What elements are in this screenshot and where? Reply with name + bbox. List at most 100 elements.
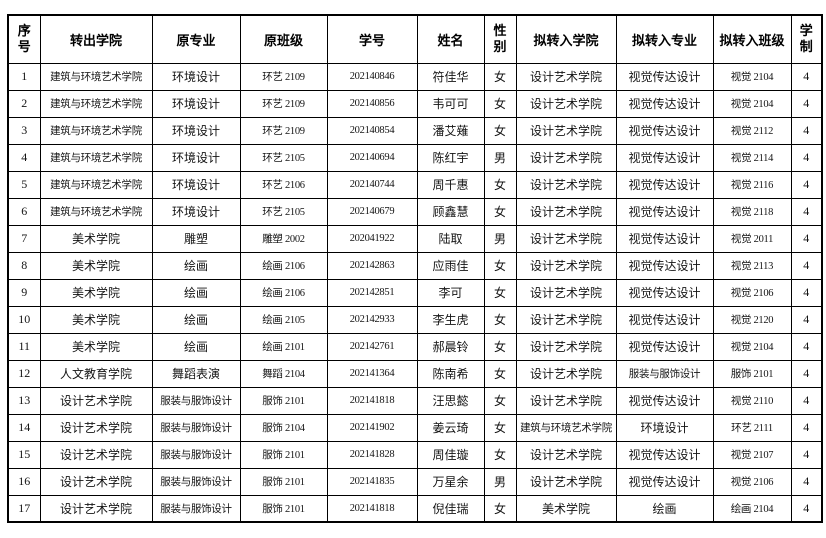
cell-target-college: 建筑与环境艺术学院 xyxy=(515,413,617,442)
cell-target-major: 视觉传达设计 xyxy=(615,224,714,253)
column-header-duration: 学制 xyxy=(790,14,823,64)
cell-original-major: 服装与服饰设计 xyxy=(151,494,241,523)
cell-student-id: 202141828 xyxy=(326,440,418,469)
cell-index: 7 xyxy=(7,224,41,253)
cell-name: 万星余 xyxy=(416,467,485,496)
cell-name: 郝晨铃 xyxy=(416,332,485,361)
cell-original-class: 环艺 2105 xyxy=(239,197,328,226)
cell-student-id: 202142933 xyxy=(326,305,418,334)
cell-gender: 男 xyxy=(483,467,517,496)
cell-original-class: 服饰 2101 xyxy=(239,467,328,496)
column-header-index: 序号 xyxy=(7,14,41,64)
cell-target-class: 视觉 2104 xyxy=(712,89,792,118)
table-row: 1 建筑与环境艺术学院 环境设计 环艺 2109 202140846 符佳华 女… xyxy=(7,62,823,91)
cell-target-class: 视觉 2104 xyxy=(712,332,792,361)
table-row: 14 设计艺术学院 服装与服饰设计 服饰 2104 202141902 姜云琦 … xyxy=(7,413,823,442)
cell-student-id: 202041922 xyxy=(326,224,418,253)
column-header-label: 姓名 xyxy=(437,32,464,48)
cell-duration: 4 xyxy=(790,62,823,91)
cell-original-class: 环艺 2109 xyxy=(239,62,328,91)
column-header-from-college: 转出学院 xyxy=(39,14,153,64)
cell-target-major: 视觉传达设计 xyxy=(615,170,714,199)
table-row: 9 美术学院 绘画 绘画 2106 202142851 李可 女 设计艺术学院 … xyxy=(7,278,823,307)
cell-target-major: 视觉传达设计 xyxy=(615,332,714,361)
cell-target-college: 设计艺术学院 xyxy=(515,251,617,280)
cell-original-class: 服饰 2101 xyxy=(239,440,328,469)
column-header-target-major: 拟转入专业 xyxy=(615,14,714,64)
cell-index: 3 xyxy=(7,116,41,145)
cell-target-college: 设计艺术学院 xyxy=(515,440,617,469)
cell-target-major: 视觉传达设计 xyxy=(615,89,714,118)
cell-target-college: 设计艺术学院 xyxy=(515,278,617,307)
cell-student-id: 202141818 xyxy=(326,494,418,523)
column-header-label: 原班级 xyxy=(263,32,303,48)
cell-from-college: 美术学院 xyxy=(39,278,153,307)
table-row: 3 建筑与环境艺术学院 环境设计 环艺 2109 202140854 潘艾薙 女… xyxy=(7,116,823,145)
cell-original-major: 环境设计 xyxy=(151,116,241,145)
cell-target-major: 视觉传达设计 xyxy=(615,62,714,91)
cell-target-major: 绘画 xyxy=(615,494,714,523)
cell-name: 顾鑫慧 xyxy=(416,197,485,226)
cell-index: 6 xyxy=(7,197,41,226)
cell-duration: 4 xyxy=(790,467,823,496)
cell-duration: 4 xyxy=(790,440,823,469)
cell-student-id: 202141835 xyxy=(326,467,418,496)
cell-original-major: 服装与服饰设计 xyxy=(151,386,241,415)
column-header-original-class: 原班级 xyxy=(239,14,328,64)
cell-duration: 4 xyxy=(790,305,823,334)
cell-student-id: 202141364 xyxy=(326,359,418,388)
table-row: 10 美术学院 绘画 绘画 2105 202142933 李生虎 女 设计艺术学… xyxy=(7,305,823,334)
table-row: 13 设计艺术学院 服装与服饰设计 服饰 2101 202141818 汪思懿 … xyxy=(7,386,823,415)
cell-name: 陆取 xyxy=(416,224,485,253)
cell-index: 11 xyxy=(7,332,41,361)
cell-from-college: 建筑与环境艺术学院 xyxy=(39,62,153,91)
cell-duration: 4 xyxy=(790,251,823,280)
cell-name: 李可 xyxy=(416,278,485,307)
column-header-gender: 性别 xyxy=(483,14,517,64)
cell-target-college: 设计艺术学院 xyxy=(515,197,617,226)
cell-original-major: 绘画 xyxy=(151,278,241,307)
cell-from-college: 设计艺术学院 xyxy=(39,440,153,469)
cell-gender: 女 xyxy=(483,89,517,118)
cell-target-class: 环艺 2111 xyxy=(712,413,792,442)
cell-target-major: 服装与服饰设计 xyxy=(615,359,714,388)
cell-gender: 女 xyxy=(483,62,517,91)
column-header-label: 转出学院 xyxy=(69,32,122,48)
cell-target-class: 服饰 2101 xyxy=(712,359,792,388)
cell-student-id: 202140856 xyxy=(326,89,418,118)
column-header-name: 姓名 xyxy=(416,14,485,64)
cell-gender: 女 xyxy=(483,116,517,145)
cell-index: 9 xyxy=(7,278,41,307)
cell-from-college: 建筑与环境艺术学院 xyxy=(39,89,153,118)
cell-from-college: 建筑与环境艺术学院 xyxy=(39,116,153,145)
cell-target-major: 视觉传达设计 xyxy=(615,440,714,469)
cell-student-id: 202140846 xyxy=(326,62,418,91)
table-row: 4 建筑与环境艺术学院 环境设计 环艺 2105 202140694 陈红宇 男… xyxy=(7,143,823,172)
cell-from-college: 设计艺术学院 xyxy=(39,467,153,496)
cell-index: 1 xyxy=(7,62,41,91)
column-header-label: 原专业 xyxy=(176,32,216,48)
cell-duration: 4 xyxy=(790,143,823,172)
table-row: 2 建筑与环境艺术学院 环境设计 环艺 2109 202140856 韦可可 女… xyxy=(7,89,823,118)
cell-name: 汪思懿 xyxy=(416,386,485,415)
cell-target-major: 环境设计 xyxy=(615,413,714,442)
cell-duration: 4 xyxy=(790,359,823,388)
cell-original-class: 舞蹈 2104 xyxy=(239,359,328,388)
cell-target-class: 视觉 2106 xyxy=(712,278,792,307)
cell-index: 12 xyxy=(7,359,41,388)
column-header-label: 拟转入学院 xyxy=(533,32,599,48)
cell-student-id: 202140679 xyxy=(326,197,418,226)
cell-student-id: 202141902 xyxy=(326,413,418,442)
cell-target-college: 设计艺术学院 xyxy=(515,359,617,388)
cell-name: 姜云琦 xyxy=(416,413,485,442)
cell-target-class: 视觉 2120 xyxy=(712,305,792,334)
cell-from-college: 美术学院 xyxy=(39,224,153,253)
cell-student-id: 202142851 xyxy=(326,278,418,307)
cell-original-major: 绘画 xyxy=(151,305,241,334)
cell-duration: 4 xyxy=(790,116,823,145)
column-header-target-college: 拟转入学院 xyxy=(515,14,617,64)
table-row: 5 建筑与环境艺术学院 环境设计 环艺 2106 202140744 周千惠 女… xyxy=(7,170,823,199)
cell-index: 4 xyxy=(7,143,41,172)
cell-index: 16 xyxy=(7,467,41,496)
student-transfer-table: 序号 转出学院 原专业 原班级 学号 姓名 性别 拟转入学院 拟转入专业 拟转入… xyxy=(7,14,823,523)
